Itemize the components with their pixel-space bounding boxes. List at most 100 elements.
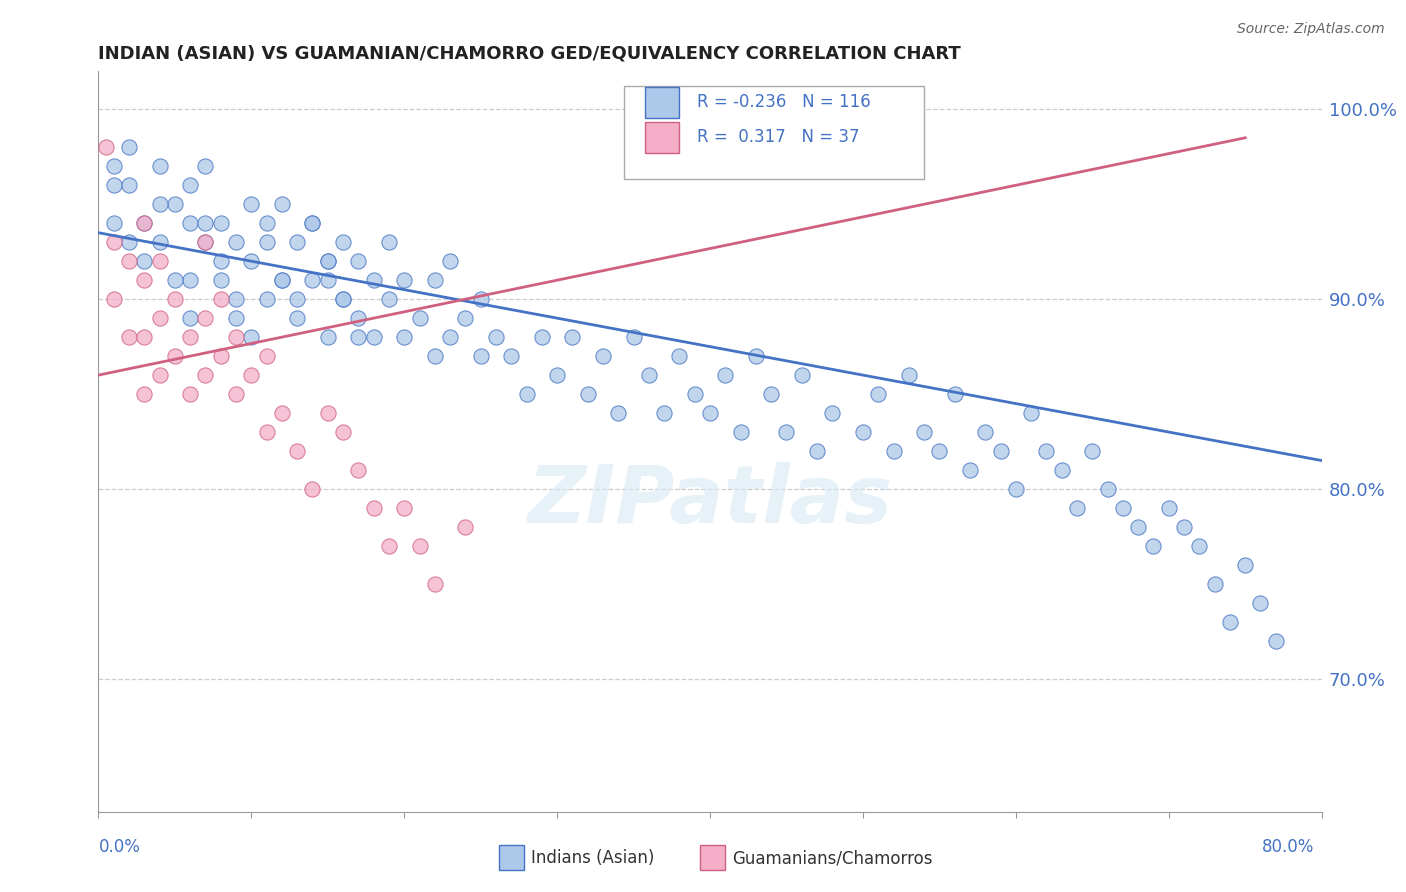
Point [316, 254, 339, 268]
Text: Indians (Asian): Indians (Asian) [531, 849, 655, 867]
Point [806, 444, 828, 458]
Point [378, 292, 401, 306]
Point [392, 273, 416, 287]
Text: ZIPatlas: ZIPatlas [527, 462, 893, 540]
Point [209, 216, 232, 230]
Point [149, 254, 172, 268]
Point [423, 577, 446, 591]
Text: R =  0.317   N = 37: R = 0.317 N = 37 [696, 128, 859, 146]
FancyBboxPatch shape [645, 121, 679, 153]
Point [852, 425, 875, 439]
Point [240, 197, 263, 211]
Point [1097, 482, 1119, 496]
Point [103, 235, 125, 250]
Text: R = -0.236   N = 116: R = -0.236 N = 116 [696, 94, 870, 112]
Point [745, 349, 768, 363]
Point [103, 178, 125, 193]
Point [347, 330, 370, 344]
Point [316, 406, 339, 420]
Point [225, 311, 247, 326]
Point [1019, 406, 1042, 420]
Point [1066, 500, 1088, 515]
Point [118, 330, 141, 344]
Point [285, 292, 308, 306]
Point [454, 311, 477, 326]
Point [209, 349, 232, 363]
Point [194, 368, 217, 383]
Point [1249, 596, 1271, 610]
Point [301, 273, 323, 287]
Point [928, 444, 950, 458]
Point [149, 311, 172, 326]
Point [959, 463, 981, 477]
Point [576, 387, 599, 401]
Point [546, 368, 568, 383]
Point [790, 368, 813, 383]
Point [1142, 539, 1164, 553]
Point [668, 349, 690, 363]
Point [270, 273, 292, 287]
Point [240, 330, 263, 344]
Point [454, 520, 477, 534]
Point [270, 197, 292, 211]
Point [256, 425, 278, 439]
Point [363, 273, 385, 287]
Point [256, 216, 278, 230]
Point [285, 311, 308, 326]
Point [163, 292, 186, 306]
Text: Source: ZipAtlas.com: Source: ZipAtlas.com [1237, 22, 1385, 37]
Point [378, 235, 401, 250]
Point [868, 387, 890, 401]
Point [134, 273, 156, 287]
Text: 80.0%: 80.0% [1263, 838, 1315, 856]
Point [301, 482, 323, 496]
Point [225, 235, 247, 250]
Point [256, 349, 278, 363]
Point [134, 330, 156, 344]
Point [943, 387, 966, 401]
Point [270, 406, 292, 420]
Point [225, 292, 247, 306]
Point [256, 235, 278, 250]
Point [1004, 482, 1026, 496]
Point [209, 254, 232, 268]
Point [1050, 463, 1073, 477]
Point [1035, 444, 1057, 458]
Point [974, 425, 997, 439]
Point [209, 292, 232, 306]
Point [439, 254, 461, 268]
Point [179, 216, 201, 230]
Point [1219, 615, 1241, 629]
Point [179, 330, 201, 344]
Point [363, 330, 385, 344]
Point [194, 235, 217, 250]
Point [1112, 500, 1135, 515]
Point [637, 368, 661, 383]
Point [821, 406, 844, 420]
Point [501, 349, 523, 363]
Text: Guamanians/Chamorros: Guamanians/Chamorros [733, 849, 934, 867]
Point [194, 311, 217, 326]
Point [683, 387, 706, 401]
Point [592, 349, 614, 363]
Point [149, 197, 172, 211]
FancyBboxPatch shape [645, 87, 679, 118]
Point [485, 330, 508, 344]
Point [163, 197, 186, 211]
Point [561, 330, 583, 344]
Point [134, 387, 156, 401]
Point [1234, 558, 1257, 572]
Point [194, 159, 217, 173]
Point [623, 330, 645, 344]
Point [103, 216, 125, 230]
Point [607, 406, 630, 420]
Point [163, 273, 186, 287]
Point [118, 178, 141, 193]
Point [408, 539, 430, 553]
Point [316, 330, 339, 344]
Point [103, 159, 125, 173]
Point [179, 273, 201, 287]
Point [332, 425, 354, 439]
Point [149, 368, 172, 383]
Point [332, 292, 354, 306]
